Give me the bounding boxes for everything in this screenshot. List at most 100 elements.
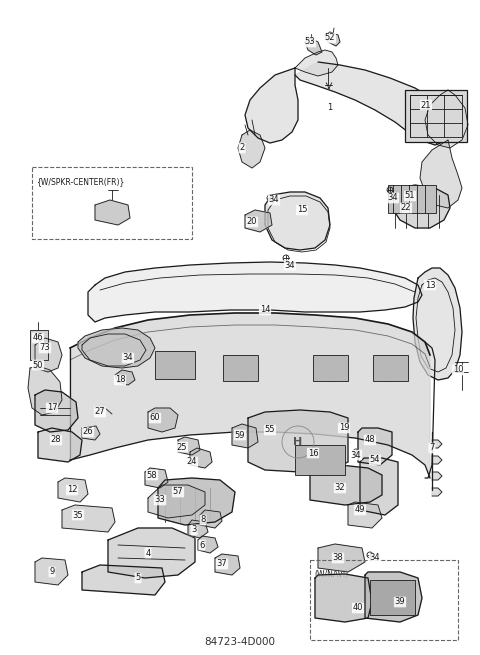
Polygon shape (190, 448, 212, 468)
Text: {W/SPKR-CENTER(FR)}: {W/SPKR-CENTER(FR)} (36, 177, 124, 186)
Polygon shape (198, 536, 218, 553)
Polygon shape (360, 458, 398, 515)
Text: 5: 5 (135, 574, 141, 582)
Text: 3: 3 (192, 525, 197, 534)
Text: 34: 34 (370, 553, 380, 563)
Text: 35: 35 (72, 510, 84, 519)
Polygon shape (58, 478, 88, 502)
Polygon shape (35, 338, 62, 372)
Polygon shape (70, 313, 430, 478)
Polygon shape (188, 520, 208, 538)
Polygon shape (348, 502, 382, 528)
Text: 10: 10 (453, 365, 463, 375)
Text: 49: 49 (355, 506, 365, 514)
Polygon shape (390, 185, 450, 228)
Text: 40: 40 (353, 603, 363, 612)
Polygon shape (238, 130, 265, 168)
Bar (313, 355, 348, 381)
Polygon shape (232, 424, 258, 448)
Text: 51: 51 (405, 191, 415, 200)
Polygon shape (115, 370, 135, 385)
Polygon shape (358, 428, 392, 465)
Polygon shape (432, 456, 442, 464)
Text: 38: 38 (333, 553, 343, 563)
Polygon shape (295, 62, 452, 145)
Text: 34: 34 (388, 193, 398, 202)
Polygon shape (108, 528, 195, 578)
Text: 14: 14 (260, 305, 270, 314)
Text: 46: 46 (33, 333, 43, 343)
Bar (30, 330, 48, 360)
Bar (373, 355, 408, 381)
Polygon shape (95, 200, 130, 225)
Text: 34: 34 (351, 451, 361, 460)
Text: 7: 7 (429, 443, 435, 453)
Polygon shape (295, 50, 338, 76)
Polygon shape (35, 390, 78, 432)
Polygon shape (432, 440, 442, 448)
Text: 19: 19 (339, 424, 349, 432)
Polygon shape (325, 32, 340, 46)
Polygon shape (88, 262, 422, 322)
Bar (388, 185, 436, 213)
Text: 55: 55 (265, 426, 275, 434)
Polygon shape (248, 410, 348, 472)
Polygon shape (245, 68, 298, 143)
Text: 52: 52 (325, 33, 335, 43)
Text: 33: 33 (155, 495, 166, 504)
Text: 6: 6 (199, 540, 204, 550)
Text: H: H (293, 437, 302, 447)
Polygon shape (145, 468, 168, 488)
Bar (223, 355, 258, 381)
Polygon shape (82, 565, 165, 595)
Polygon shape (265, 192, 330, 250)
Text: 37: 37 (216, 559, 228, 569)
Polygon shape (413, 268, 462, 380)
Text: 18: 18 (115, 375, 125, 384)
Polygon shape (315, 574, 372, 622)
Text: 54: 54 (370, 455, 380, 464)
Text: 13: 13 (425, 280, 435, 290)
Text: 4: 4 (145, 548, 151, 557)
Bar (295, 445, 345, 475)
Text: 27: 27 (95, 407, 105, 417)
Polygon shape (432, 472, 442, 480)
Text: 34: 34 (269, 195, 279, 204)
Text: 2: 2 (240, 143, 245, 153)
Bar (310, 560, 458, 640)
Text: 8: 8 (200, 515, 206, 525)
Text: 21: 21 (421, 100, 431, 109)
Text: 32: 32 (335, 483, 345, 493)
Text: 34: 34 (123, 354, 133, 362)
Text: 1: 1 (327, 103, 333, 113)
Polygon shape (425, 90, 468, 148)
Text: 84723-4D000: 84723-4D000 (204, 637, 276, 647)
Text: 16: 16 (308, 449, 318, 457)
Polygon shape (38, 428, 82, 462)
Bar (410, 95, 462, 137)
Text: 58: 58 (147, 470, 157, 479)
Text: 9: 9 (49, 567, 55, 576)
Polygon shape (310, 465, 382, 505)
Text: 50: 50 (33, 360, 43, 369)
Polygon shape (245, 210, 272, 232)
Text: 17: 17 (47, 403, 57, 413)
Polygon shape (35, 558, 68, 585)
Text: 12: 12 (67, 485, 77, 495)
Text: 20: 20 (247, 217, 257, 227)
Polygon shape (420, 140, 462, 208)
Polygon shape (148, 408, 178, 432)
Bar (405, 90, 467, 142)
Text: 28: 28 (51, 436, 61, 445)
Text: 48: 48 (365, 436, 375, 445)
Polygon shape (432, 488, 442, 496)
Text: 73: 73 (40, 343, 50, 352)
Text: 39: 39 (395, 597, 405, 607)
Text: (W/NAVI): (W/NAVI) (314, 570, 348, 579)
Polygon shape (62, 505, 115, 532)
Polygon shape (82, 426, 100, 440)
Text: 59: 59 (235, 430, 245, 440)
Text: 57: 57 (173, 487, 183, 496)
Text: 60: 60 (150, 413, 160, 422)
Text: 53: 53 (305, 37, 315, 47)
